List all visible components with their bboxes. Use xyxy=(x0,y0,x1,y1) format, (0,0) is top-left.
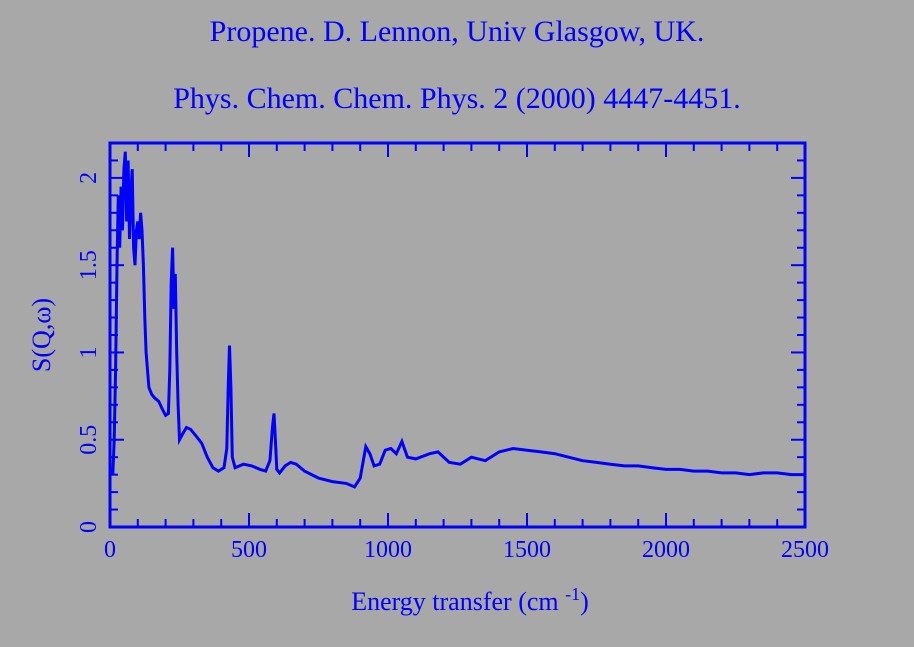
y-tick-label: 1.5 xyxy=(76,250,102,280)
y-tick-label: 0 xyxy=(76,521,102,533)
y-tick-label: 0.5 xyxy=(76,425,102,455)
y-tick-label: 1 xyxy=(76,346,102,358)
x-tick-label: 1000 xyxy=(364,537,412,563)
series-line xyxy=(111,151,805,489)
x-tick-label: 0 xyxy=(104,537,116,563)
x-axis-label: Energy transfer (cm -1) xyxy=(351,584,589,616)
y-tick-label: 2 xyxy=(76,172,102,184)
axes: 0 500 1000 1500 2000 2500 0 0.5 1 1.5 2 xyxy=(76,141,829,563)
chart-subtitle: Phys. Chem. Chem. Phys. 2 (2000) 4447-44… xyxy=(173,82,741,115)
y-axis-label: S(Q,ω) xyxy=(27,298,56,372)
chart-title: Propene. D. Lennon, Univ Glasgow, UK. xyxy=(210,15,705,48)
x-tick-label: 2500 xyxy=(781,537,829,563)
plot-area xyxy=(111,151,805,489)
x-tick-label: 500 xyxy=(231,537,267,563)
x-tick-label: 2000 xyxy=(642,537,690,563)
x-tick-label: 1500 xyxy=(503,537,551,563)
